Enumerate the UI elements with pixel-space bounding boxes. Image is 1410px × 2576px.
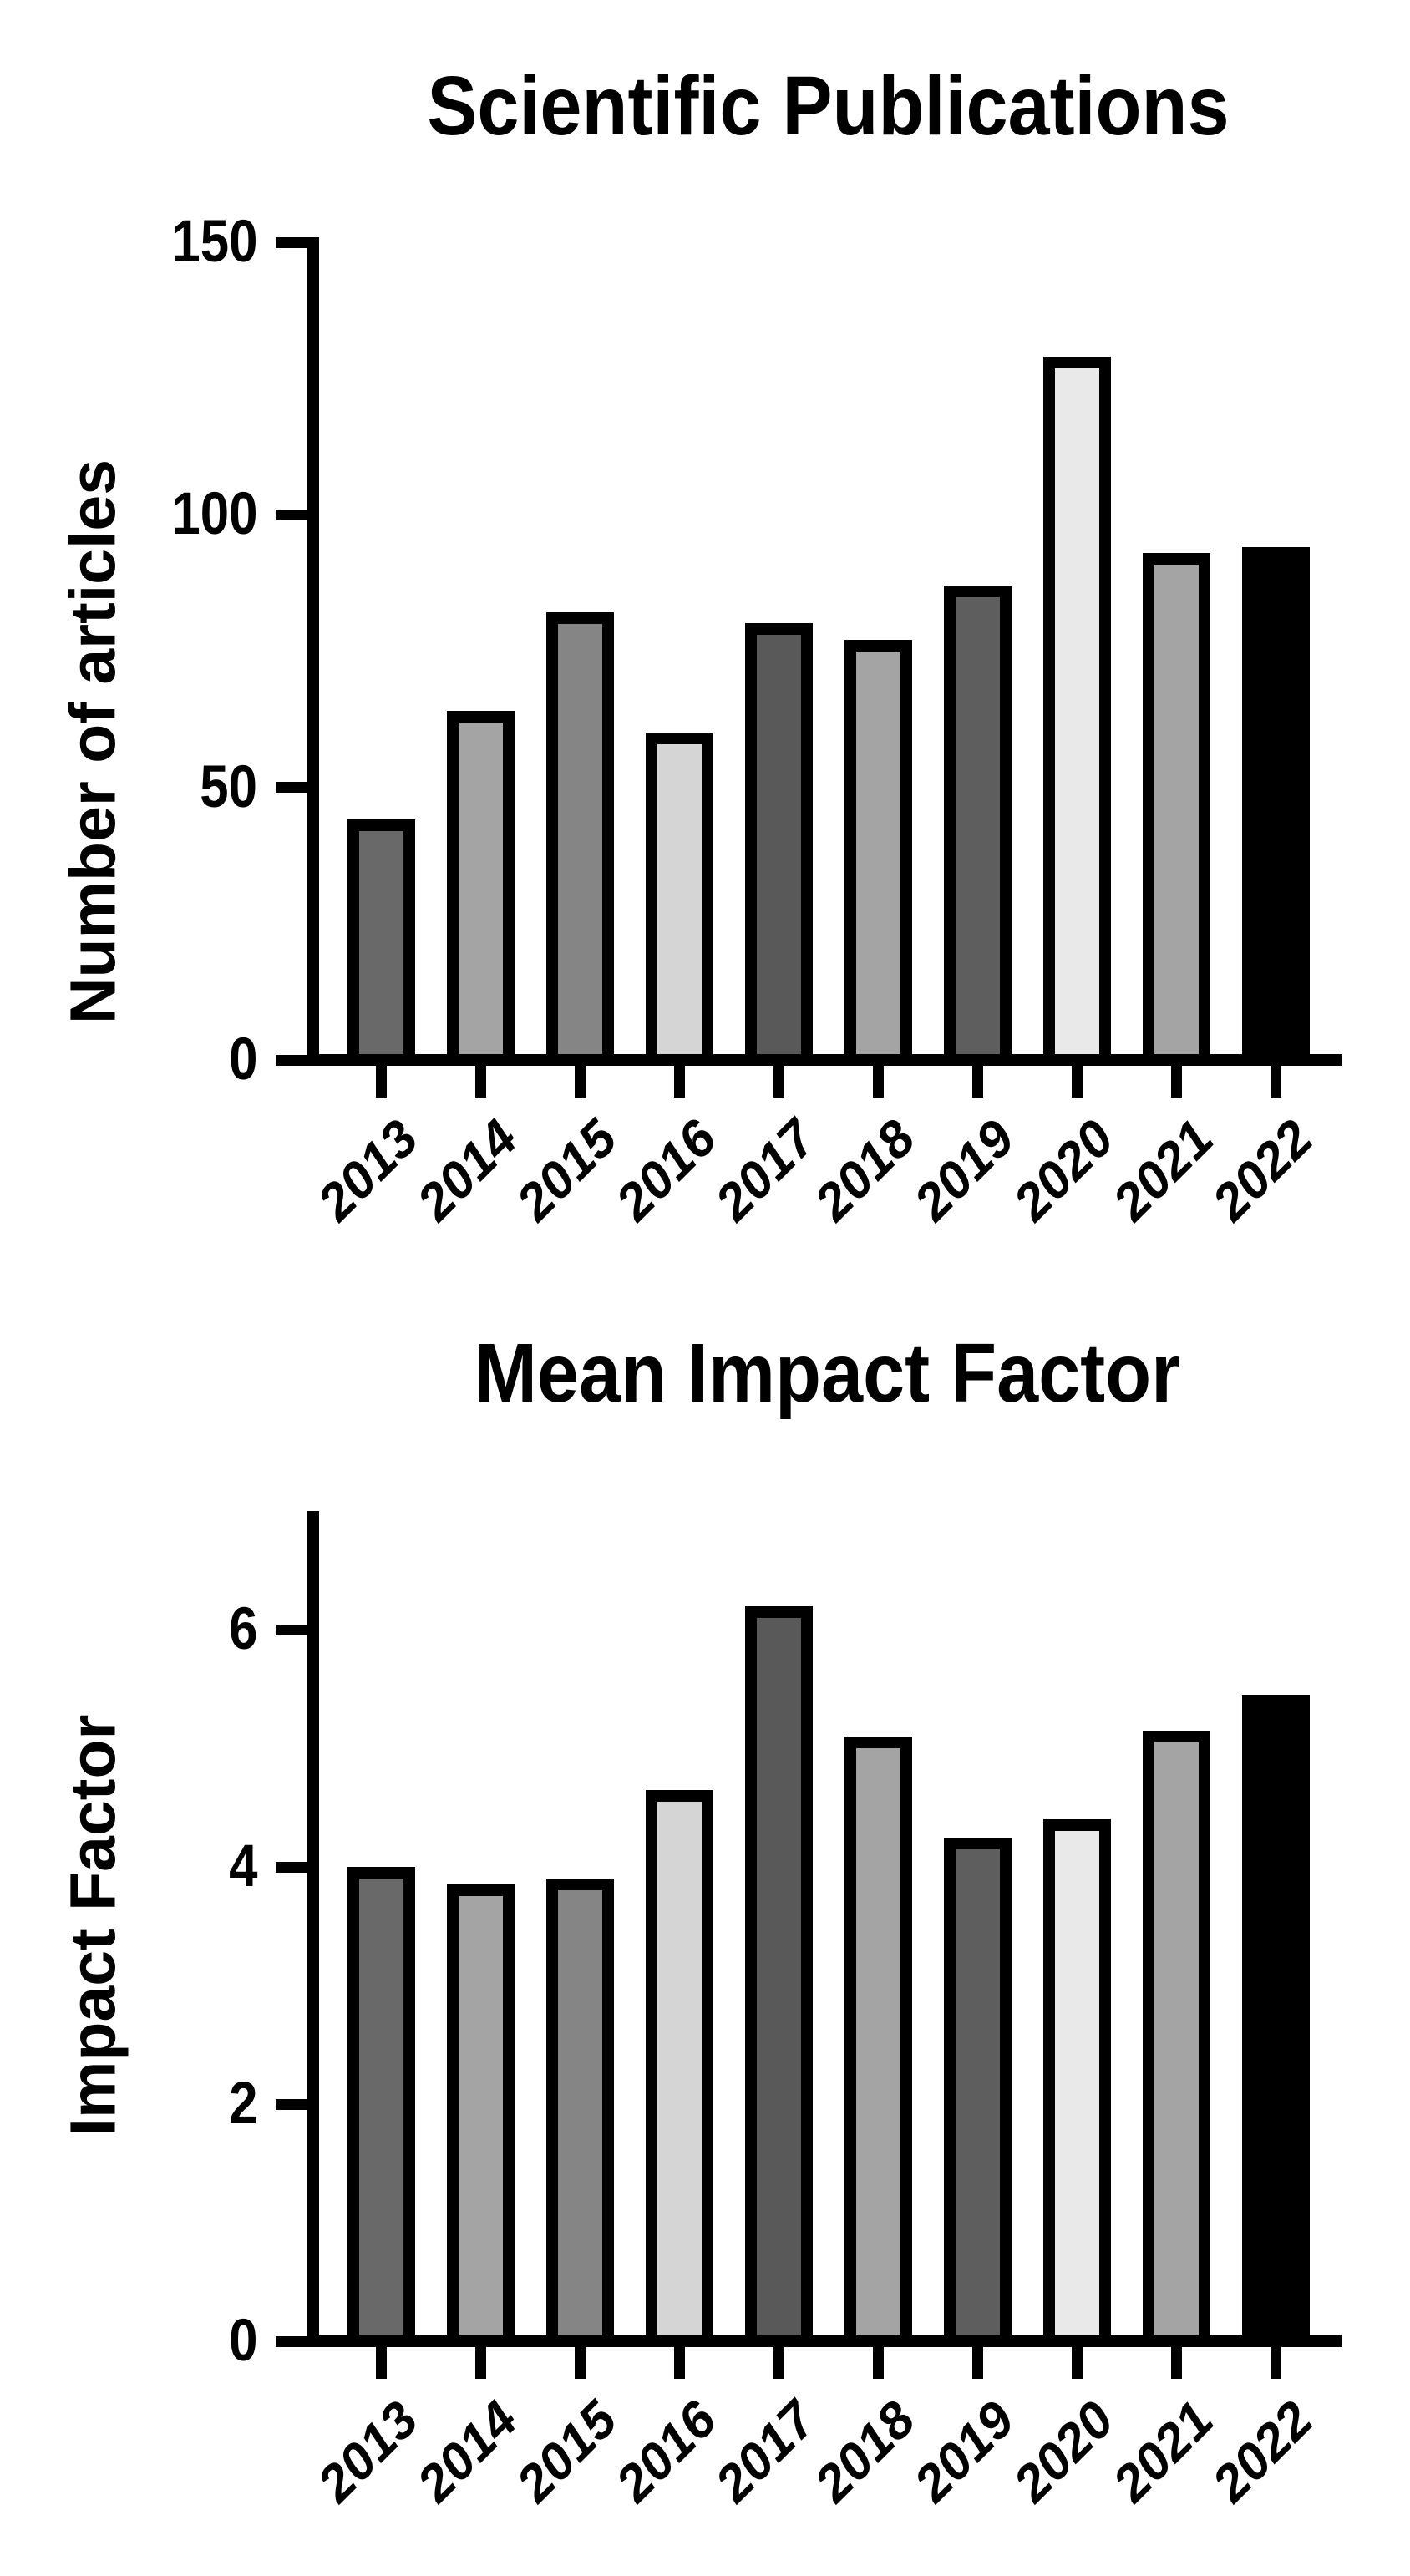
bar [844, 1736, 912, 2347]
chart-title-text: Mean Impact Factor [474, 1326, 1181, 1420]
x-tick-label: 2019 [903, 1109, 1026, 1232]
x-tick [971, 2347, 983, 2379]
x-tick-label: 2018 [804, 2391, 926, 2513]
y-axis-label-publications: Number of articles [57, 459, 129, 1025]
bar [1241, 547, 1310, 1066]
bar [844, 639, 912, 1066]
y-tick-label: 50 [200, 753, 257, 820]
bar [347, 1867, 415, 2347]
y-tick [276, 509, 313, 520]
x-tick-label: 2015 [505, 2391, 628, 2513]
x-tick [574, 2347, 586, 2379]
y-axis-line [307, 1511, 319, 2347]
x-tick [872, 1066, 884, 1098]
bar [446, 710, 515, 1066]
y-tick-label: 4 [228, 1833, 257, 1899]
x-tick [971, 1066, 983, 1098]
bar [545, 612, 614, 1066]
bar [645, 732, 713, 1066]
x-tick [1170, 1066, 1182, 1098]
x-tick [1071, 1066, 1083, 1098]
chart-title-text: Scientific Publications [426, 59, 1230, 153]
x-tick-label: 2017 [704, 1109, 827, 1232]
x-tick-label: 2021 [1102, 2391, 1225, 2513]
x-tick-label: 2019 [903, 2391, 1026, 2513]
x-tick [773, 2347, 784, 2379]
x-tick [375, 2347, 387, 2379]
x-tick-label: 2014 [406, 2391, 529, 2513]
x-tick-label: 2021 [1102, 1109, 1225, 1232]
bar [1241, 1695, 1310, 2347]
x-tick [375, 1066, 387, 1098]
x-tick [1170, 2347, 1182, 2379]
y-tick-label: 150 [170, 209, 257, 275]
y-tick [276, 1054, 313, 1066]
y-tick-label: 2 [228, 2071, 257, 2137]
x-tick [1071, 2347, 1083, 2379]
y-tick-label: 100 [170, 481, 257, 548]
x-tick [673, 2347, 685, 2379]
bar [744, 1605, 813, 2347]
x-tick [574, 1066, 586, 1098]
x-tick-label: 2018 [804, 1109, 926, 1232]
bar [1042, 356, 1111, 1066]
x-tick-label: 2020 [1002, 2391, 1125, 2513]
x-tick [474, 2347, 486, 2379]
x-tick [872, 2347, 884, 2379]
x-tick-label: 2016 [605, 1109, 728, 1232]
x-tick [773, 1066, 784, 1098]
x-tick [673, 1066, 685, 1098]
x-axis-line [307, 1054, 1342, 1066]
y-tick-label: 0 [228, 1027, 257, 1093]
bar [1142, 552, 1210, 1066]
y-tick [276, 2098, 313, 2110]
x-tick-label: 2020 [1002, 1109, 1125, 1232]
x-tick-label: 2022 [1201, 2391, 1324, 2513]
x-tick [1270, 2347, 1281, 2379]
y-tick [276, 1861, 313, 1873]
bar [1042, 1819, 1111, 2347]
bar [545, 1879, 614, 2347]
x-tick-label: 2013 [307, 1109, 429, 1232]
bar [744, 623, 813, 1066]
bar [446, 1884, 515, 2347]
chart-title-publications: Scientific Publications [313, 64, 1342, 148]
x-tick [474, 1066, 486, 1098]
y-tick-label: 6 [228, 1596, 257, 1662]
x-tick-label: 2022 [1201, 1109, 1324, 1232]
chart-title-impact-factor: Mean Impact Factor [313, 1331, 1342, 1415]
x-tick-label: 2017 [704, 2391, 827, 2513]
y-axis-label-impact-factor: Impact Factor [57, 1714, 129, 2137]
bar [943, 585, 1012, 1066]
y-tick-label: 0 [228, 2308, 257, 2374]
y-axis-line [307, 236, 319, 1066]
bar [645, 1789, 713, 2347]
y-tick [276, 782, 313, 794]
y-tick [276, 2335, 313, 2347]
x-tick [1270, 1066, 1281, 1098]
x-tick-label: 2013 [307, 2391, 429, 2513]
bar [943, 1837, 1012, 2347]
x-tick-label: 2014 [406, 1109, 529, 1232]
y-tick [276, 1624, 313, 1635]
bar [1142, 1730, 1210, 2347]
x-tick-label: 2016 [605, 2391, 728, 2513]
x-axis-line [307, 2335, 1342, 2347]
bar [347, 819, 415, 1066]
x-tick-label: 2015 [505, 1109, 628, 1232]
y-tick [276, 236, 313, 248]
